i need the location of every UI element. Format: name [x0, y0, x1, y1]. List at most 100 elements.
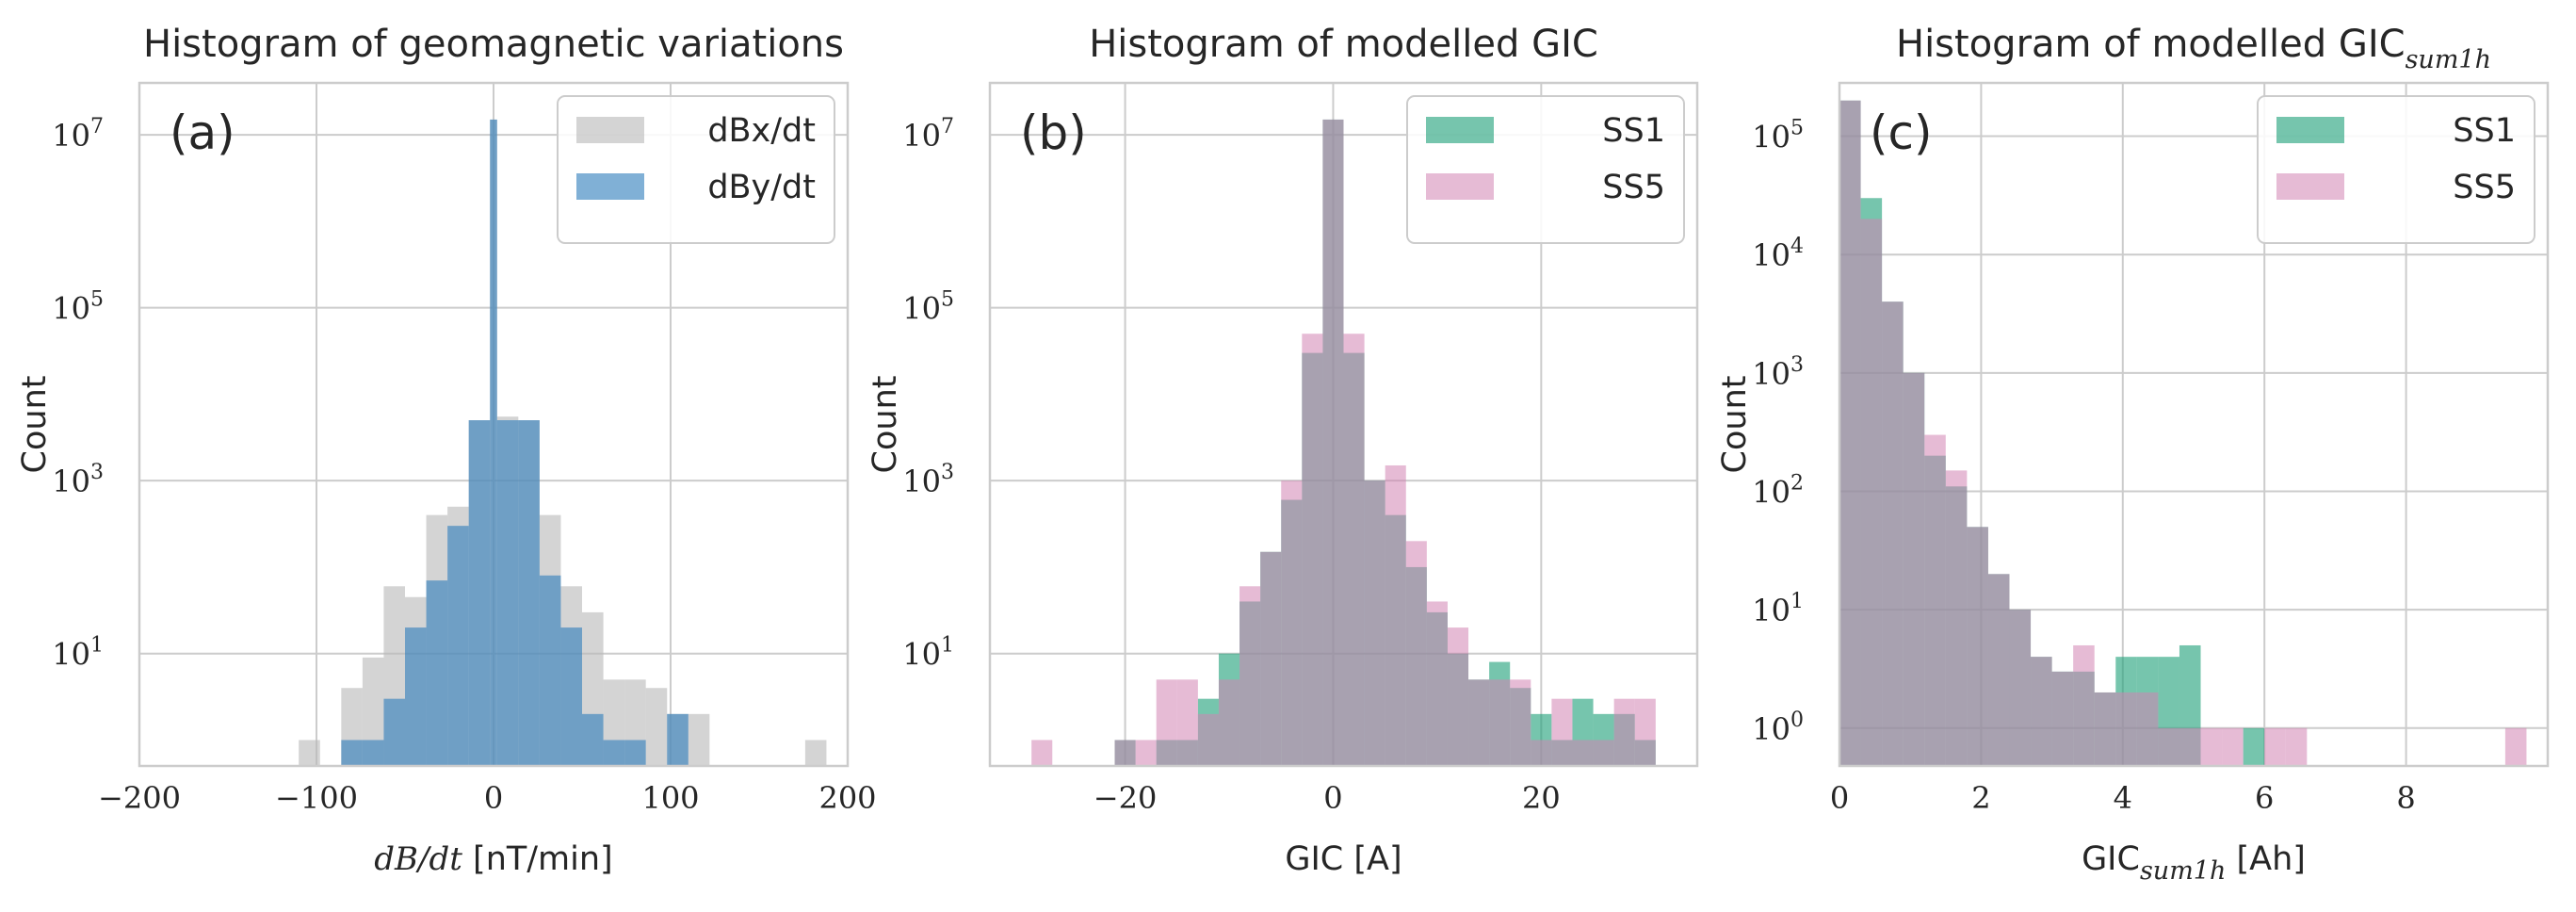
series-ss5	[1839, 100, 2527, 766]
histogram-bar	[1281, 480, 1303, 766]
histogram-bar	[804, 740, 827, 766]
legend-label: SS5	[1602, 169, 1665, 206]
histogram-bar	[1218, 679, 1240, 766]
y-tick-exponent: 2	[1790, 471, 1804, 495]
histogram-bar	[1924, 434, 1946, 766]
histogram-bar	[1531, 740, 1552, 766]
histogram-bar	[1634, 698, 1656, 766]
y-tick-label: 105	[1752, 117, 1804, 155]
histogram-bar	[2243, 727, 2265, 766]
x-axis-label: GICsum1h [Ah]	[2082, 840, 2306, 886]
axes-frame	[138, 81, 850, 768]
panel-letter: (a)	[170, 106, 235, 160]
y-tick-label: 101	[1752, 590, 1804, 628]
histogram-bar	[1114, 740, 1136, 766]
panel-title-text: Histogram of geomagnetic variations	[143, 23, 844, 66]
legend: dBx/dt dBy/dt	[557, 95, 835, 244]
histogram-bar	[2009, 610, 2032, 766]
panel-letter: (b)	[1020, 106, 1087, 160]
histogram-bar	[2073, 644, 2095, 766]
histogram-bar	[1967, 527, 1988, 766]
histogram-bar	[1551, 698, 1573, 766]
histogram-bar	[2094, 692, 2116, 766]
legend-label: SS1	[1602, 112, 1665, 150]
y-tick-base: 10	[52, 637, 90, 673]
histogram-bar	[1613, 698, 1635, 766]
histogram-bar	[2264, 727, 2286, 766]
histogram-bar	[1839, 100, 1861, 766]
y-tick-exponent: 5	[1790, 117, 1804, 140]
histogram-bar	[1447, 627, 1469, 766]
x-axis-label-text: GIC [A]	[1285, 840, 1401, 878]
histogram-bar	[582, 713, 604, 766]
x-tick-label: 0	[484, 780, 503, 816]
y-tick-base: 10	[902, 464, 941, 499]
histogram-bar	[1510, 679, 1531, 766]
y-tick-label: 103	[1752, 353, 1804, 392]
histogram-bar	[447, 526, 469, 766]
histogram-bar	[1239, 586, 1261, 766]
y-axis-label: Count	[1716, 376, 1754, 474]
histogram-bar	[2504, 727, 2527, 766]
y-axis-label: Count	[867, 376, 904, 474]
x-axis-label: GIC [A]	[1285, 840, 1401, 878]
x-axis-label-unit: [nT/min]	[462, 840, 613, 878]
y-tick-label: 105	[902, 288, 954, 327]
legend: SS1 SS5	[2257, 95, 2535, 244]
histogram-bar	[405, 627, 427, 766]
legend: SS1 SS5	[1406, 95, 1685, 244]
histogram-bar	[2051, 671, 2074, 766]
x-tick-label: 200	[818, 780, 876, 816]
y-tick-exponent: 3	[1790, 353, 1804, 377]
histogram-bar	[2222, 727, 2244, 766]
x-axis-label-text: GIC	[2082, 840, 2140, 878]
y-tick-base: 10	[1752, 120, 1790, 155]
panel-title: Histogram of modelled GIC	[1089, 23, 1598, 66]
x-axis-label-math: dB/dt	[374, 840, 462, 878]
y-tick-exponent: 7	[90, 115, 104, 138]
y-tick-exponent: 5	[941, 288, 954, 312]
histogram-bar	[1322, 119, 1344, 766]
panel-title: Histogram of modelled GICsum1h	[1896, 23, 2491, 74]
panel-title-subscript: sum1h	[2406, 45, 2491, 74]
histogram-bar	[688, 713, 710, 766]
panel-title: Histogram of geomagnetic variations	[143, 23, 844, 66]
histogram-bar	[1302, 334, 1323, 766]
y-tick-base: 10	[1752, 474, 1790, 510]
legend-swatch	[576, 117, 644, 143]
y-tick-exponent: 7	[941, 115, 954, 138]
y-tick-label: 104	[1752, 235, 1804, 273]
histogram-bar	[1987, 574, 2010, 766]
histogram-bar	[1385, 464, 1406, 766]
y-tick-label: 105	[52, 288, 104, 327]
y-tick-label: 103	[52, 461, 104, 499]
y-tick-exponent: 1	[941, 634, 954, 658]
histogram-bar	[1426, 601, 1448, 766]
y-axis-label: Count	[16, 376, 54, 474]
y-tick-exponent: 4	[1790, 235, 1804, 258]
histogram-bar	[645, 688, 668, 766]
legend-swatch	[2276, 173, 2344, 200]
histogram-bar	[539, 575, 561, 766]
y-tick-exponent: 5	[90, 288, 104, 312]
legend-swatch	[576, 173, 644, 200]
histogram-bar	[1882, 301, 1904, 766]
x-tick-label: 100	[641, 780, 699, 816]
x-tick-label: 0	[1830, 780, 1849, 816]
histogram-bar	[624, 740, 646, 766]
legend-label: SS1	[2453, 112, 2516, 150]
series-ss5	[1031, 119, 1656, 766]
histogram-bar	[1405, 541, 1427, 766]
histogram-bar	[1572, 740, 1594, 766]
y-tick-base: 10	[902, 291, 941, 327]
x-tick-label: 0	[1323, 780, 1342, 816]
histogram-bar	[496, 420, 519, 766]
y-tick-exponent: 3	[90, 461, 104, 484]
histogram-bar	[362, 740, 384, 766]
histogram-bar	[1593, 740, 1614, 766]
y-tick-base: 10	[1752, 356, 1790, 392]
histogram-bar	[667, 713, 689, 766]
y-tick-label: 103	[902, 461, 954, 499]
legend-label: dBx/dt	[707, 112, 816, 150]
